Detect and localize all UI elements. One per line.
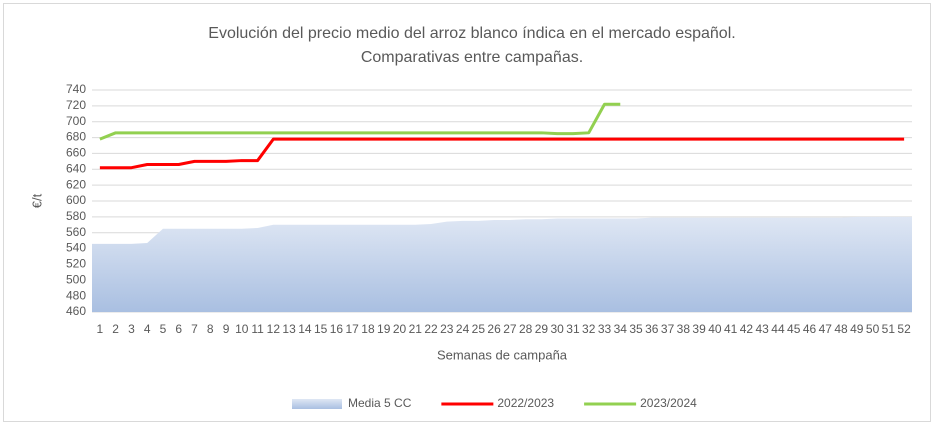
x-tick-label: 29 — [535, 322, 549, 336]
x-tick-label: 17 — [346, 322, 360, 336]
x-tick-label: 28 — [519, 322, 533, 336]
x-tick-label: 25 — [472, 322, 486, 336]
legend-label: Media 5 CC — [348, 396, 412, 410]
y-tick-label: 560 — [66, 225, 86, 239]
y-axis-label: €/t — [29, 193, 44, 208]
x-tick-label: 20 — [393, 322, 407, 336]
x-tick-label: 10 — [235, 322, 249, 336]
y-tick-label: 740 — [66, 82, 86, 96]
x-tick-label: 24 — [456, 322, 470, 336]
x-tick-label: 22 — [424, 322, 438, 336]
line — [99, 137, 905, 170]
x-tick-label: 50 — [866, 322, 880, 336]
chart-title: Comparativas entre campañas. — [361, 49, 583, 66]
x-tick-label: 15 — [314, 322, 328, 336]
x-tick-label: 2 — [112, 322, 119, 336]
x-tick-label: 39 — [692, 322, 706, 336]
area — [92, 216, 912, 312]
x-tick-label: 40 — [708, 322, 722, 336]
y-tick-label: 520 — [66, 257, 86, 271]
chart-title: Evolución del precio medio del arroz bla… — [208, 25, 735, 42]
x-tick-label: 43 — [756, 322, 770, 336]
x-tick-label: 38 — [677, 322, 691, 336]
x-tick-label: 6 — [175, 322, 182, 336]
legend-label: 2022/2023 — [497, 396, 554, 410]
x-tick-label: 44 — [771, 322, 785, 336]
x-tick-label: 27 — [503, 322, 517, 336]
y-tick-label: 680 — [66, 130, 86, 144]
x-tick-label: 34 — [614, 322, 628, 336]
x-tick-label: 35 — [629, 322, 643, 336]
y-tick-label: 540 — [66, 241, 86, 255]
x-tick-label: 42 — [740, 322, 754, 336]
y-tick-label: 660 — [66, 146, 86, 160]
x-tick-label: 23 — [440, 322, 454, 336]
x-tick-label: 52 — [897, 322, 911, 336]
x-tick-label: 7 — [191, 322, 198, 336]
y-tick-label: 640 — [66, 161, 86, 175]
legend-label: 2023/2024 — [640, 396, 697, 410]
x-tick-label: 21 — [409, 322, 423, 336]
x-tick-label: 8 — [207, 322, 214, 336]
x-tick-label: 33 — [598, 322, 612, 336]
x-tick-label: 18 — [361, 322, 375, 336]
x-tick-label: 36 — [645, 322, 659, 336]
x-tick-label: 9 — [223, 322, 230, 336]
y-tick-label: 500 — [66, 272, 86, 286]
x-tick-label: 46 — [803, 322, 817, 336]
x-tick-label: 3 — [128, 322, 135, 336]
x-tick-label: 41 — [724, 322, 738, 336]
x-tick-label: 13 — [282, 322, 296, 336]
x-tick-label: 31 — [566, 322, 580, 336]
x-tick-label: 16 — [330, 322, 344, 336]
x-tick-label: 11 — [251, 322, 264, 336]
line — [99, 102, 621, 141]
x-tick-label: 48 — [834, 322, 848, 336]
x-tick-label: 12 — [267, 322, 281, 336]
x-tick-label: 37 — [661, 322, 675, 336]
x-tick-label: 32 — [582, 322, 596, 336]
y-tick-label: 620 — [66, 177, 86, 191]
x-axis-label: Semanas de campaña — [437, 347, 568, 362]
y-tick-label: 580 — [66, 209, 86, 223]
y-tick-label: 460 — [66, 304, 86, 318]
y-tick-label: 600 — [66, 193, 86, 207]
x-tick-label: 19 — [377, 322, 391, 336]
x-tick-label: 26 — [487, 322, 501, 336]
legend-swatch — [292, 399, 342, 409]
x-tick-label: 51 — [882, 322, 896, 336]
chart-border — [3, 3, 931, 422]
y-tick-label: 480 — [66, 288, 86, 302]
x-tick-label: 4 — [144, 322, 151, 336]
x-tick-label: 5 — [160, 322, 167, 336]
x-tick-label: 49 — [850, 322, 864, 336]
y-tick-label: 700 — [66, 114, 86, 128]
x-tick-label: 30 — [551, 322, 565, 336]
x-tick-label: 45 — [787, 322, 801, 336]
x-tick-label: 47 — [819, 322, 833, 336]
y-tick-label: 720 — [66, 98, 86, 112]
x-tick-label: 1 — [97, 322, 104, 336]
x-tick-label: 14 — [298, 322, 312, 336]
